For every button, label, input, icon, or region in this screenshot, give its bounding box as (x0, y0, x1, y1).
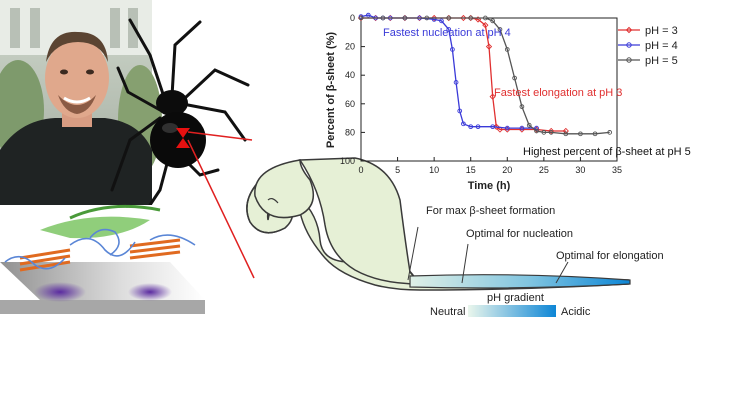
data-point (453, 79, 459, 85)
data-point (446, 15, 452, 21)
y-tick-label: 40 (345, 70, 355, 80)
ph-gradient-left-label: Neutral (430, 306, 465, 318)
pointer-line-upper (187, 131, 253, 141)
data-point (380, 15, 386, 21)
data-point (496, 126, 504, 133)
y-tick-label: 60 (345, 99, 355, 109)
data-point (548, 127, 555, 135)
data-point (497, 27, 503, 32)
pointer-line-lower (187, 139, 255, 279)
y-tick-label: 100 (340, 156, 355, 166)
data-point (468, 15, 474, 21)
data-point (475, 124, 481, 130)
annotation-elongation: Fastest elongation at pH 3 (494, 87, 622, 99)
gland-label-max: For max β-sheet formation (426, 205, 555, 217)
gland-pointer-elongation (555, 261, 569, 284)
y-tick-label: 80 (345, 127, 355, 137)
legend-label: pH = 4 (645, 40, 678, 52)
data-point (468, 124, 474, 130)
silk-gland-diagram (246, 157, 631, 291)
data-point (592, 131, 598, 137)
data-point (490, 124, 496, 130)
ph-gradient-title: pH gradient (487, 292, 544, 304)
series-line-3 (361, 17, 610, 135)
x-tick-label: 20 (502, 165, 512, 175)
data-point (512, 75, 517, 81)
data-point (460, 14, 467, 22)
data-point (607, 130, 613, 135)
data-point (489, 93, 496, 100)
spider-illustration (110, 18, 250, 207)
data-point (548, 130, 554, 135)
x-tick-label: 5 (395, 165, 400, 175)
x-tick-label: 25 (539, 165, 549, 175)
x-tick-label: 35 (612, 165, 622, 175)
data-point (526, 122, 532, 128)
beta-sheet-chart: 0 5 10 15 20 25 30 35 0 20 40 60 80 100 Percent of β-… (325, 12, 691, 192)
annotation-highest: Highest percent of β-sheet at pH 5 (523, 146, 691, 158)
data-point (482, 15, 488, 21)
protein-structure-render (0, 204, 205, 317)
data-point (485, 43, 493, 50)
chart-x-axis-label: Time (h) (468, 180, 511, 192)
data-point (446, 27, 452, 32)
data-point (519, 104, 525, 110)
annotation-nucleation: Fastest nucleation at pH 4 (383, 27, 511, 39)
x-tick-label: 0 (358, 165, 363, 175)
y-tick-label: 20 (345, 42, 355, 52)
data-point (402, 15, 408, 21)
legend-marker (626, 42, 632, 48)
data-point (358, 15, 364, 21)
chart-legend: pH = 3 pH = 4 pH = 5 (618, 25, 678, 67)
data-point (519, 125, 525, 131)
gland-pointer-max (407, 226, 419, 281)
data-point (541, 130, 547, 135)
ph-gradient-right-label: Acidic (561, 306, 591, 318)
y-tick-label: 0 (350, 13, 355, 23)
x-tick-label: 15 (466, 165, 476, 175)
x-tick-label: 10 (429, 165, 439, 175)
data-point (461, 121, 466, 127)
data-point (439, 18, 444, 24)
gland-label-elongation: Optimal for elongation (556, 250, 664, 262)
data-point (504, 125, 510, 131)
data-point (457, 108, 463, 114)
legend-marker (626, 57, 632, 63)
legend-label: pH = 5 (645, 55, 678, 67)
data-point (504, 47, 510, 52)
chart-y-axis-label: Percent of β-sheet (%) (325, 32, 337, 148)
data-point (365, 12, 371, 18)
gland-label-nucleation: Optimal for nucleation (466, 228, 573, 240)
chart-plot-area (360, 17, 618, 162)
data-point (490, 18, 496, 24)
gland-pointer-nucleation (461, 243, 469, 284)
data-point (534, 128, 539, 134)
data-point (534, 125, 539, 131)
data-point (578, 131, 583, 137)
x-tick-label: 30 (575, 165, 585, 175)
hourglass-mark (176, 128, 190, 148)
data-point (431, 14, 438, 22)
researcher-photo (0, 0, 162, 205)
ph-gradient-bar (468, 305, 556, 317)
legend-marker (625, 26, 633, 34)
data-point (424, 15, 430, 21)
data-point (563, 131, 569, 137)
data-point (482, 22, 489, 29)
data-point (450, 47, 455, 52)
legend-label: pH = 3 (645, 25, 678, 37)
